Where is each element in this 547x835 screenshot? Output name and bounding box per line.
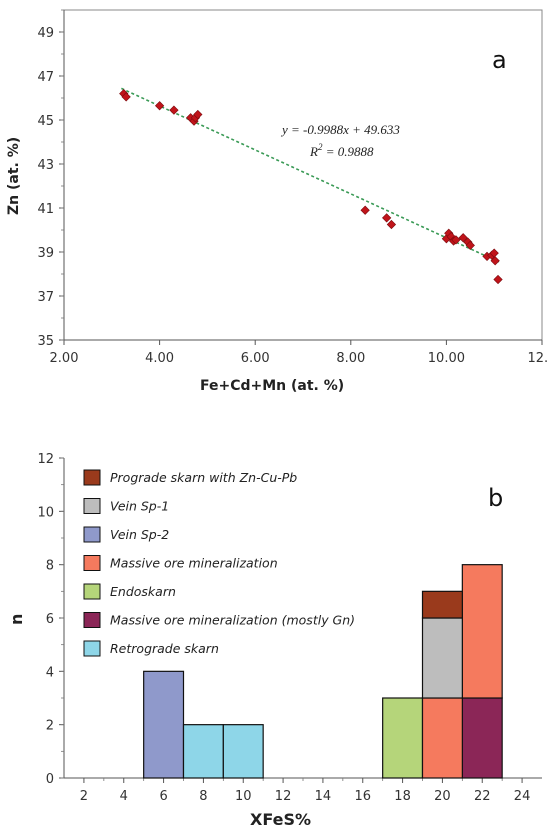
histogram-bars bbox=[143, 564, 503, 779]
legend-swatch bbox=[83, 555, 101, 571]
plot-frame-a bbox=[63, 9, 543, 341]
y-tick-label-b: 6 bbox=[46, 612, 54, 627]
legend-label: Massive ore mineralization (mostly Gn) bbox=[110, 613, 355, 628]
r2-superscript: 2 bbox=[318, 142, 323, 152]
y-tick-label-a: 47 bbox=[37, 70, 54, 85]
r-squared: R2 = 0.9888 bbox=[309, 142, 374, 159]
x-tick-label-b: 6 bbox=[159, 789, 167, 804]
x-tick-label-b: 8 bbox=[199, 789, 207, 804]
y-tick-label-a: 49 bbox=[37, 26, 54, 41]
data-point bbox=[169, 105, 179, 115]
x-tick-label-b: 12 bbox=[275, 789, 292, 804]
y-axis-label-b: n bbox=[7, 614, 26, 625]
legend-swatch bbox=[83, 498, 101, 514]
y-tick-label-a: 45 bbox=[37, 114, 54, 129]
x-tick-label-b: 22 bbox=[474, 789, 491, 804]
x-tick-label-a: 12.0 bbox=[528, 351, 547, 366]
x-tick-label-b: 16 bbox=[354, 789, 371, 804]
legend-label: Retrograde skarn bbox=[110, 641, 219, 656]
legend-swatch bbox=[83, 612, 101, 628]
legend-label: Prograde skarn with Zn-Cu-Pb bbox=[110, 470, 297, 485]
trend-equation: y = -0.9988x + 49.633 bbox=[280, 122, 400, 137]
data-point bbox=[382, 213, 392, 223]
y-tick-label-b: 0 bbox=[46, 772, 54, 787]
y-tick-label-a: 35 bbox=[37, 334, 54, 349]
data-point bbox=[493, 274, 503, 285]
y-tick-label-a: 41 bbox=[37, 202, 54, 217]
legend: Prograde skarn with Zn-Cu-Pb Vein Sp-1 Vei… bbox=[83, 469, 355, 657]
data-point bbox=[154, 101, 165, 111]
y-tick-label-b: 10 bbox=[37, 505, 54, 520]
r2-value: = 0.9888 bbox=[322, 144, 374, 159]
x-tick-label-a: 10.00 bbox=[428, 351, 465, 366]
y-tick-label-a: 43 bbox=[37, 158, 54, 173]
y-ticks-a: 35 37 39 41 43 45 47 49 bbox=[37, 9, 64, 349]
histogram-bar bbox=[382, 697, 424, 779]
histogram-bar bbox=[421, 617, 463, 699]
x-tick-label-b: 4 bbox=[120, 789, 128, 804]
y-axis-label-a: Zn (at. %) bbox=[6, 137, 22, 215]
legend-swatch bbox=[83, 526, 101, 543]
x-tick-label-b: 18 bbox=[394, 789, 411, 804]
x-tick-label-b: 10 bbox=[235, 789, 252, 804]
y-tick-label-b: 4 bbox=[46, 665, 54, 680]
data-point bbox=[121, 92, 131, 102]
r2-letter: R bbox=[309, 144, 318, 159]
panel-label-a: a bbox=[492, 46, 507, 74]
x-tick-label-b: 2 bbox=[80, 789, 88, 804]
x-tick-label-b: 14 bbox=[315, 789, 332, 804]
data-point bbox=[465, 240, 475, 251]
x-tick-label-a: 6.00 bbox=[241, 351, 270, 366]
histogram-bar bbox=[461, 697, 503, 779]
scatter-panel-a: 2.00 4.00 6.00 8.00 10.00 12.0 35 37 39 41 43 45 47… bbox=[6, 9, 547, 394]
legend-label: Vein Sp-2 bbox=[110, 527, 169, 542]
x-tick-label-a: 8.00 bbox=[336, 351, 365, 366]
x-axis-label-a: Fe+Cd+Mn (at. %) bbox=[200, 378, 344, 394]
legend-swatch bbox=[83, 640, 101, 657]
x-ticks-b: 2 4 6 8 10 12 14 16 18 20 22 24 bbox=[80, 778, 531, 804]
data-point bbox=[360, 205, 370, 215]
data-points bbox=[119, 88, 503, 285]
data-point bbox=[490, 256, 500, 266]
legend-label: Massive ore mineralization bbox=[110, 556, 278, 571]
legend-label: Endoskarn bbox=[110, 584, 176, 599]
histogram-bar bbox=[421, 590, 463, 619]
histogram-bar bbox=[222, 724, 264, 779]
y-tick-label-b: 2 bbox=[46, 719, 54, 734]
legend-swatch bbox=[83, 469, 101, 486]
x-tick-label-a: 4.00 bbox=[145, 351, 174, 366]
x-tick-label-b: 20 bbox=[434, 789, 451, 804]
histogram-bar bbox=[461, 564, 503, 699]
histogram-bar bbox=[143, 670, 185, 779]
legend-swatch bbox=[83, 583, 101, 600]
data-point bbox=[451, 235, 461, 245]
y-tick-label-a: 39 bbox=[37, 246, 54, 261]
data-point bbox=[386, 219, 397, 230]
data-point bbox=[193, 109, 203, 120]
x-ticks-a: 2.00 4.00 6.00 8.00 10.00 12.0 bbox=[50, 340, 547, 366]
histogram-bar bbox=[182, 724, 224, 779]
y-tick-label-a: 37 bbox=[37, 290, 54, 305]
trendline bbox=[121, 87, 500, 263]
x-axis-label-b: XFeS% bbox=[250, 810, 311, 829]
y-tick-label-b: 12 bbox=[37, 452, 54, 467]
legend-label: Vein Sp-1 bbox=[110, 499, 169, 514]
y-ticks-b: 0 2 4 6 8 10 12 bbox=[37, 452, 64, 787]
x-tick-label-a: 2.00 bbox=[50, 351, 79, 366]
y-tick-label-b: 8 bbox=[46, 559, 54, 574]
histogram-bar bbox=[421, 697, 463, 779]
panel-label-b: b bbox=[488, 484, 503, 512]
data-point bbox=[458, 233, 468, 243]
x-tick-label-b: 24 bbox=[514, 789, 531, 804]
